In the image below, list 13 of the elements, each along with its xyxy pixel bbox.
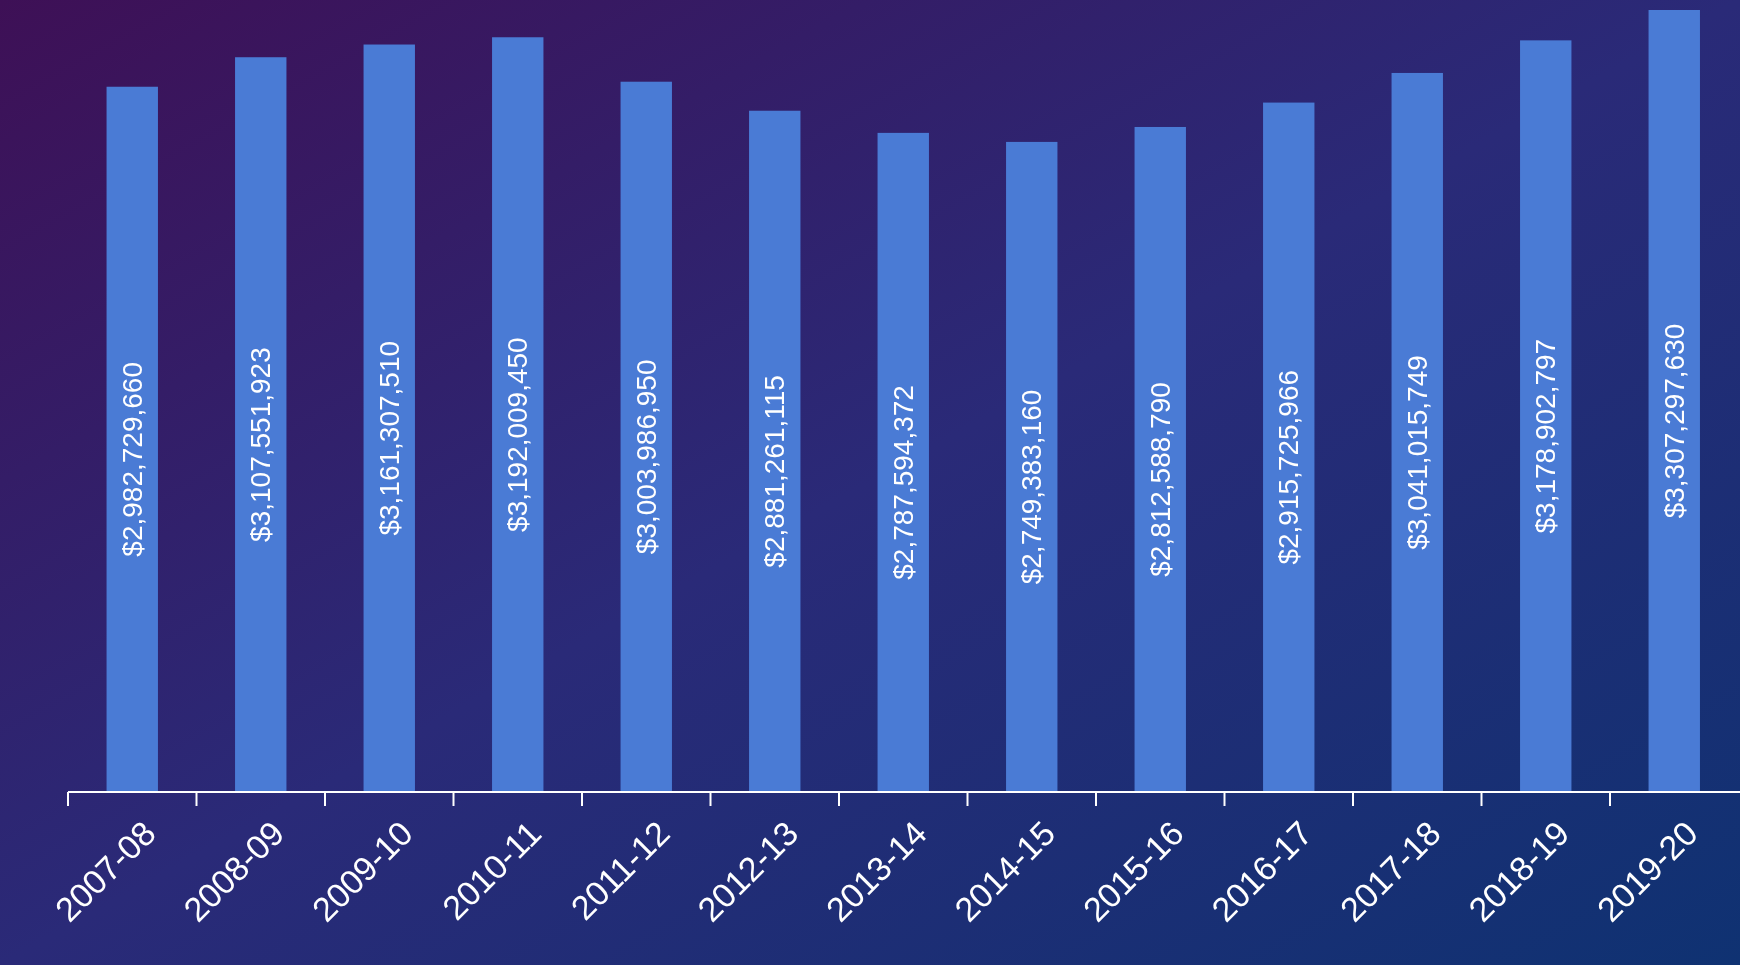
data-label: $3,307,297,630: [1658, 323, 1690, 519]
data-label: $2,915,725,966: [1273, 369, 1305, 565]
data-label: $3,161,307,510: [373, 340, 405, 536]
data-label: $3,192,009,450: [502, 337, 534, 532]
data-label: $2,787,594,372: [887, 385, 919, 580]
data-label: $3,107,551,923: [245, 347, 277, 542]
data-label: $3,003,986,950: [630, 359, 662, 555]
data-label: $3,178,902,797: [1530, 338, 1562, 534]
data-label: $2,749,383,160: [1016, 389, 1048, 585]
data-label: $2,982,729,660: [116, 362, 148, 557]
data-label: $2,812,588,790: [1144, 382, 1176, 577]
data-label: $2,881,261,115: [759, 375, 791, 568]
data-label: $3,041,015,749: [1401, 355, 1433, 550]
